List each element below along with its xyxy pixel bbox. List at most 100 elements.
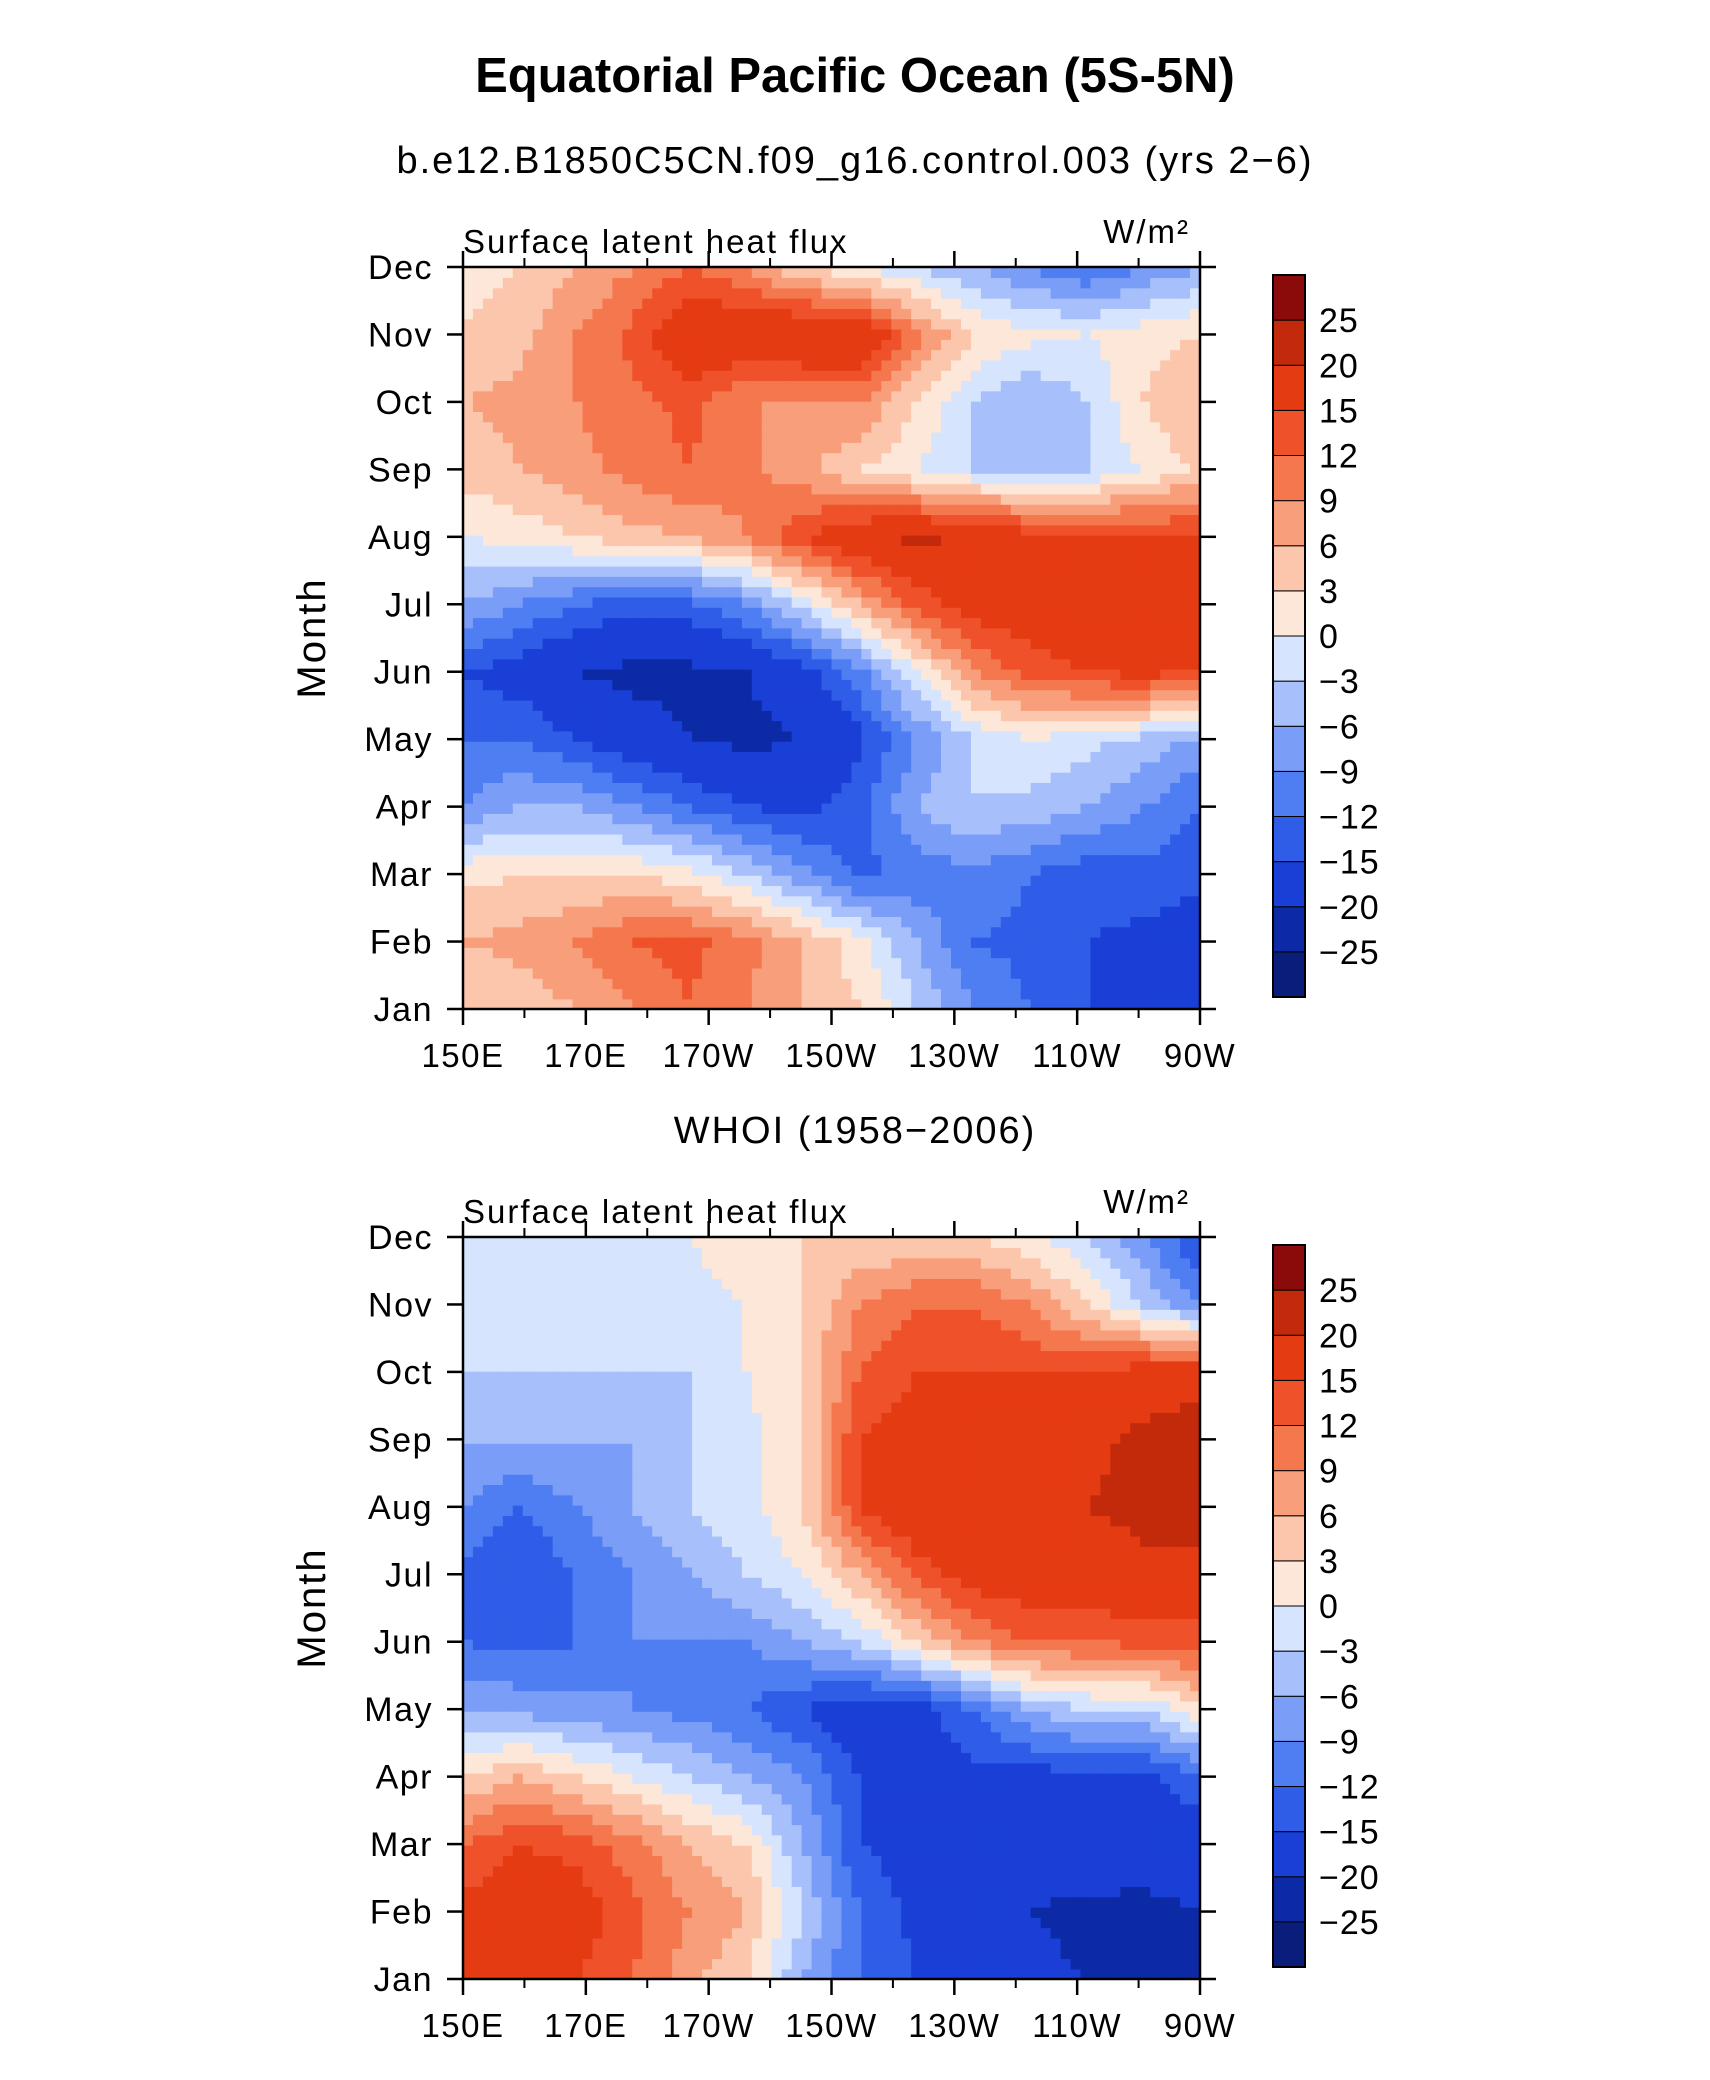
heatmap-cell [1050,524,1062,536]
heatmap-cell [1020,720,1032,732]
heatmap-cell [711,741,723,753]
heatmap-cell [552,751,564,763]
heatmap-cell [781,771,793,783]
heatmap-cell [1130,576,1141,588]
heatmap-cell [1170,875,1181,887]
heatmap-cell [692,648,703,660]
heatmap-cell [702,339,713,351]
heatmap-cell [512,370,524,382]
heatmap-cell [552,308,564,320]
heatmap-cell [682,710,693,722]
heatmap-cell [612,359,624,371]
heatmap-cell [702,493,713,505]
heatmap-cell [592,782,604,794]
heatmap-cell [602,534,614,546]
heatmap-cell [811,442,823,454]
heatmap-cell [711,328,723,340]
heatmap-cell [1120,751,1131,763]
heatmap-cell [771,926,783,938]
heatmap-cell [512,699,524,711]
heatmap-cell [1010,504,1022,516]
heatmap-cell [921,400,932,412]
heatmap-cell [990,359,1002,371]
heatmap-cell [1050,380,1062,392]
heatmap-cell [1020,555,1032,567]
heatmap-cell [532,648,544,660]
heatmap-cell [482,988,494,1000]
heatmap-cell [871,730,882,742]
heatmap-cell [532,895,544,907]
heatmap-cell [891,514,902,526]
heatmap-cell [612,400,624,412]
heatmap-cell [1100,442,1112,454]
heatmap-cell [532,730,544,742]
heatmap-cell [1000,462,1012,474]
heatmap-cell [662,895,673,907]
heatmap-cell [901,947,912,959]
heatmap-cell [721,720,733,732]
heatmap-cell [891,473,902,485]
heatmap-cell [652,689,663,701]
heatmap-cell [622,452,634,464]
heatmap-cell [542,792,554,804]
heatmap-cell [1100,339,1112,351]
heatmap-cell [482,978,494,990]
heatmap-cell [1000,504,1012,516]
heatmap-cell [911,431,922,443]
heatmap-cell [1070,524,1082,536]
heatmap-cell [821,710,833,722]
heatmap-cell [572,730,584,742]
heatmap-cell [861,833,873,845]
heatmap-cell [960,411,972,423]
heatmap-cell [652,947,663,959]
heatmap-cell [970,452,982,464]
heatmap-cell [1130,452,1141,464]
heatmap-cell [1190,802,1201,814]
heatmap-cell [672,576,683,588]
heatmap-cell [960,998,972,1010]
heatmap-cell [1120,452,1131,464]
heatmap-cell [463,328,474,340]
heatmap-cell [672,844,683,856]
heatmap-cell [801,875,813,887]
heatmap-cell [871,339,882,351]
heatmap-cell [672,864,683,876]
heatmap-cell [851,978,863,990]
heatmap-cell [512,565,524,577]
heatmap-cell [552,359,564,371]
heatmap-cell [1080,916,1092,928]
heatmap-cell [512,328,524,340]
heatmap-cell [960,318,972,330]
heatmap-cell [1030,957,1042,969]
heatmap-cell [1060,586,1072,598]
heatmap-cell [622,411,634,423]
heatmap-cell [751,627,763,639]
heatmap-cell [951,555,962,567]
heatmap-cell [731,864,743,876]
heatmap-cell [522,504,534,516]
heatmap-cell [572,524,584,536]
heatmap-cell [1080,534,1092,546]
heatmap-cell [592,854,604,866]
heatmap-cell [1170,782,1181,794]
heatmap-cell [1020,771,1032,783]
heatmap-cell [901,555,912,567]
heatmap-cell [592,998,604,1010]
heatmap-cell [1190,339,1201,351]
heatmap-cell [851,854,863,866]
heatmap-cell [572,998,584,1010]
heatmap-cell [711,699,723,711]
heatmap-cell [1090,400,1102,412]
heatmap-cell [1020,905,1032,917]
heatmap-cell [741,555,753,567]
heatmap-cell [612,617,624,629]
heatmap-cell [970,370,982,382]
heatmap-cell [1030,844,1042,856]
heatmap-cell [1120,761,1131,773]
heatmap-cell [692,885,703,897]
heatmap-cell [622,390,634,402]
heatmap-cell [881,751,892,763]
heatmap-cell [731,658,743,670]
heatmap-cell [951,720,962,732]
heatmap-cell [1170,504,1181,516]
